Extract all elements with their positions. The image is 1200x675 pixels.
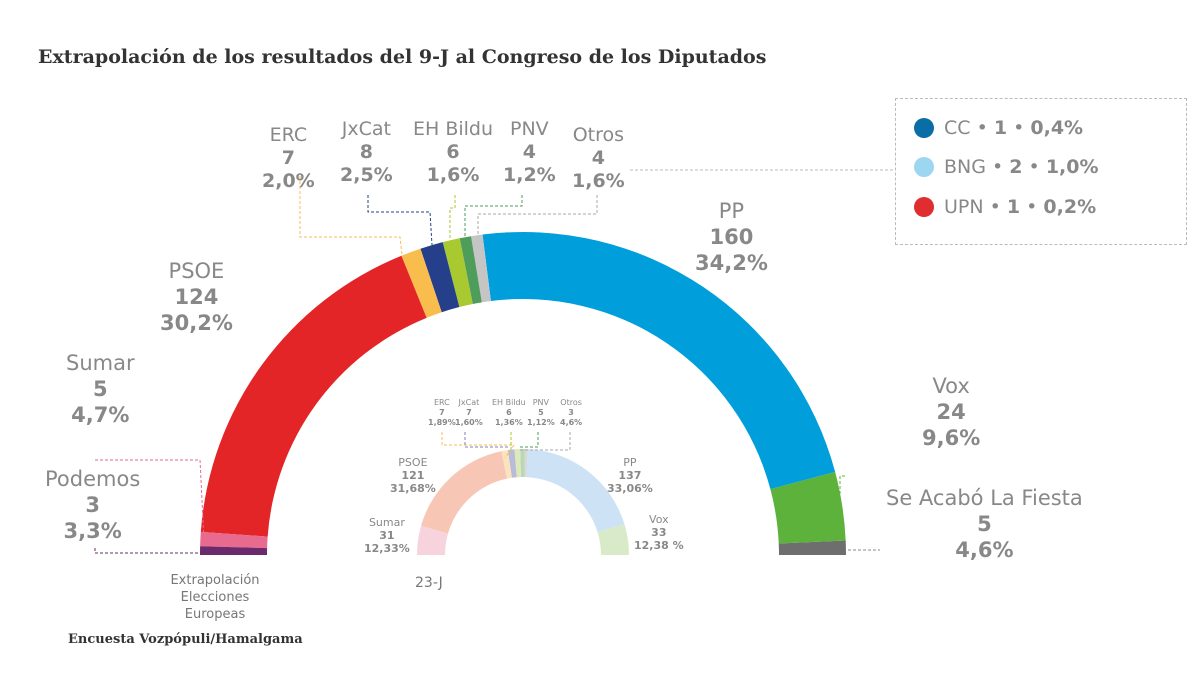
outer-segment-sumar (200, 531, 268, 549)
outer-segment-eh-bildu (442, 238, 473, 308)
cc-dot-icon (914, 118, 934, 138)
source: Encuesta Vozpópuli/Hamalgama (68, 632, 303, 647)
inner-label-psoe: PSOE 121 31,68% (390, 456, 436, 495)
legend-item-upn: UPN • 1 • 0,2% (914, 196, 1096, 218)
legend: CC • 1 • 0,4% BNG • 2 • 1,0% UPN • 1 • 0… (895, 98, 1187, 245)
inner-label-jxcat: JxCat 7 1,60% (455, 398, 483, 427)
inner-label-erc: ERC 7 1,89% (428, 398, 456, 427)
inner-segment-jxcat (507, 449, 517, 478)
outer-segment-erc (401, 248, 442, 318)
outer-caption: Extrapolación Elecciones Europeas (170, 573, 260, 622)
outer-segment-se-acabó-la-fiesta (778, 540, 846, 555)
inner-label-vox: Vox 33 12,38 % (634, 513, 684, 552)
label-podemos: Podemos 3 3,3% (45, 467, 141, 543)
label-pnv: PNV 4 1,2% (503, 118, 556, 186)
label-jxcat: JxCat 8 2,5% (340, 118, 393, 186)
legend-item-bng: BNG • 2 • 1,0% (914, 156, 1099, 178)
bng-dot-icon (914, 157, 934, 177)
label-ehbildu: EH Bildu 6 1,6% (413, 118, 494, 186)
chart-title: Extrapolación de los resultados del 9-J … (38, 46, 767, 68)
label-otros: Otros 4 1,6% (572, 124, 625, 192)
outer-segment-psoe (200, 255, 427, 537)
inner-segment-pp (526, 449, 625, 533)
inner-caption: 23-J (415, 575, 443, 591)
inner-segment-eh-bildu (514, 449, 521, 478)
inner-segment-pnv (520, 449, 525, 478)
outer-segment-pp (482, 232, 836, 490)
label-salf: Se Acabó La Fiesta 5 4,6% (886, 486, 1083, 562)
label-psoe: PSOE 124 30,2% (160, 259, 233, 335)
label-sumar: Sumar 5 4,7% (66, 351, 135, 427)
outer-segment-otros (471, 234, 491, 303)
outer-segment-podemos (200, 546, 268, 555)
label-pp: PP 160 34,2% (695, 199, 768, 275)
inner-label-pnv: PNV 5 1,12% (527, 398, 555, 427)
inner-segment-vox (597, 524, 629, 555)
inner-segment-erc (501, 450, 512, 479)
inner-label-sumar: Sumar 31 12,33% (364, 516, 410, 555)
inner-segment-otros (524, 449, 528, 478)
outer-segment-pnv (459, 236, 482, 304)
inner-label-pp: PP 137 33,06% (607, 456, 653, 495)
inner-label-otros: Otros 3 4,6% (560, 398, 583, 427)
outer-segment-vox (770, 471, 846, 544)
inner-label-ehbildu: EH Bildu 6 1,36% (492, 398, 526, 427)
label-erc: ERC 7 2,0% (262, 124, 315, 192)
upn-dot-icon (914, 197, 934, 217)
inner-segment-psoe (421, 451, 508, 534)
outer-segment-jxcat (420, 242, 460, 313)
label-vox: Vox 24 9,6% (922, 374, 981, 450)
inner-segment-sumar (417, 525, 449, 555)
legend-item-cc: CC • 1 • 0,4% (914, 117, 1083, 139)
